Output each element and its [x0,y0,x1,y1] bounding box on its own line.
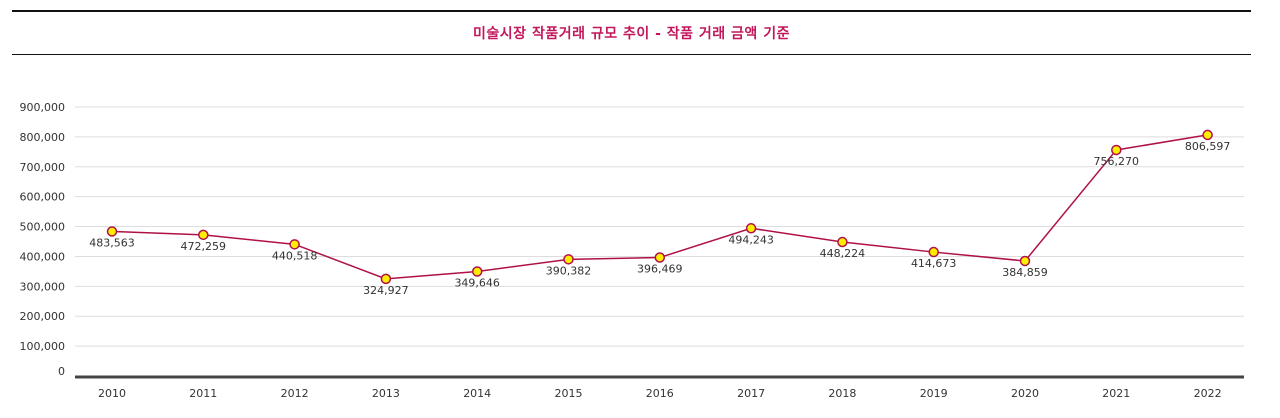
data-point [106,226,118,237]
x-tick-label: 2013 [372,387,400,400]
y-tick-label: 500,000 [20,221,66,234]
x-tick-label: 2014 [463,387,491,400]
y-tick-label: 100,000 [20,340,66,353]
x-tick-label: 2015 [555,387,583,400]
x-tick-label: 2020 [1011,387,1039,400]
y-tick-label: 700,000 [20,161,66,174]
y-tick-label: 400,000 [20,250,66,263]
y-axis-ticks: 0 100,000 200,000 300,000 400,000 500,000 600,… [20,101,66,378]
data-point [1202,129,1213,141]
data-label: 806,597 [1185,140,1231,153]
data-label: 472,259 [181,240,227,253]
x-tick-label: 2017 [737,387,765,400]
data-points [106,129,1213,285]
data-labels: 483,563 472,259 440,518 324,927 349,646 390,3… [89,140,1230,297]
data-point [654,252,666,263]
y-tick-label: 900,000 [20,101,66,114]
data-point [1111,144,1122,156]
x-tick-label: 2022 [1194,387,1222,400]
data-point [563,254,574,265]
data-point [289,239,300,250]
x-axis-ticks: 2010 2011 2012 2013 2014 2015 2016 2017 2018 2019… [98,387,1222,400]
chart-title: 미술시장 작품거래 규모 추이 - 작품 거래 금액 기준 [473,26,790,42]
data-point [198,229,209,241]
y-tick-label: 200,000 [20,310,66,323]
data-label: 440,518 [272,249,318,262]
x-tick-label: 2016 [646,387,674,400]
data-label: 390,382 [546,264,592,277]
data-point [837,236,848,248]
data-label: 448,224 [820,247,866,260]
data-point [471,266,483,277]
x-tick-label: 2011 [189,387,217,400]
data-label: 756,270 [1094,155,1140,168]
y-tick-label: 300,000 [20,280,66,293]
data-label: 349,646 [454,276,500,289]
data-label: 483,563 [89,236,135,249]
data-point [1019,255,1031,267]
data-label: 494,243 [728,233,774,246]
data-label: 396,469 [637,262,683,275]
data-label: 324,927 [363,284,409,297]
chart-title-bar: 미술시장 작품거래 규모 추이 - 작품 거래 금액 기준 [12,10,1251,55]
y-tick-label: 0 [58,365,65,378]
data-label: 414,673 [911,257,957,270]
data-point [928,246,939,258]
grid-lines [75,106,1244,347]
data-point [380,273,392,285]
y-tick-label: 600,000 [20,191,66,204]
data-point [745,223,757,234]
y-tick-label: 800,000 [20,131,66,144]
data-label: 384,859 [1002,266,1048,279]
x-tick-label: 2012 [281,387,309,400]
x-tick-label: 2018 [828,387,856,400]
x-tick-label: 2019 [920,387,948,400]
x-tick-label: 2021 [1102,387,1130,400]
x-tick-label: 2010 [98,387,126,400]
